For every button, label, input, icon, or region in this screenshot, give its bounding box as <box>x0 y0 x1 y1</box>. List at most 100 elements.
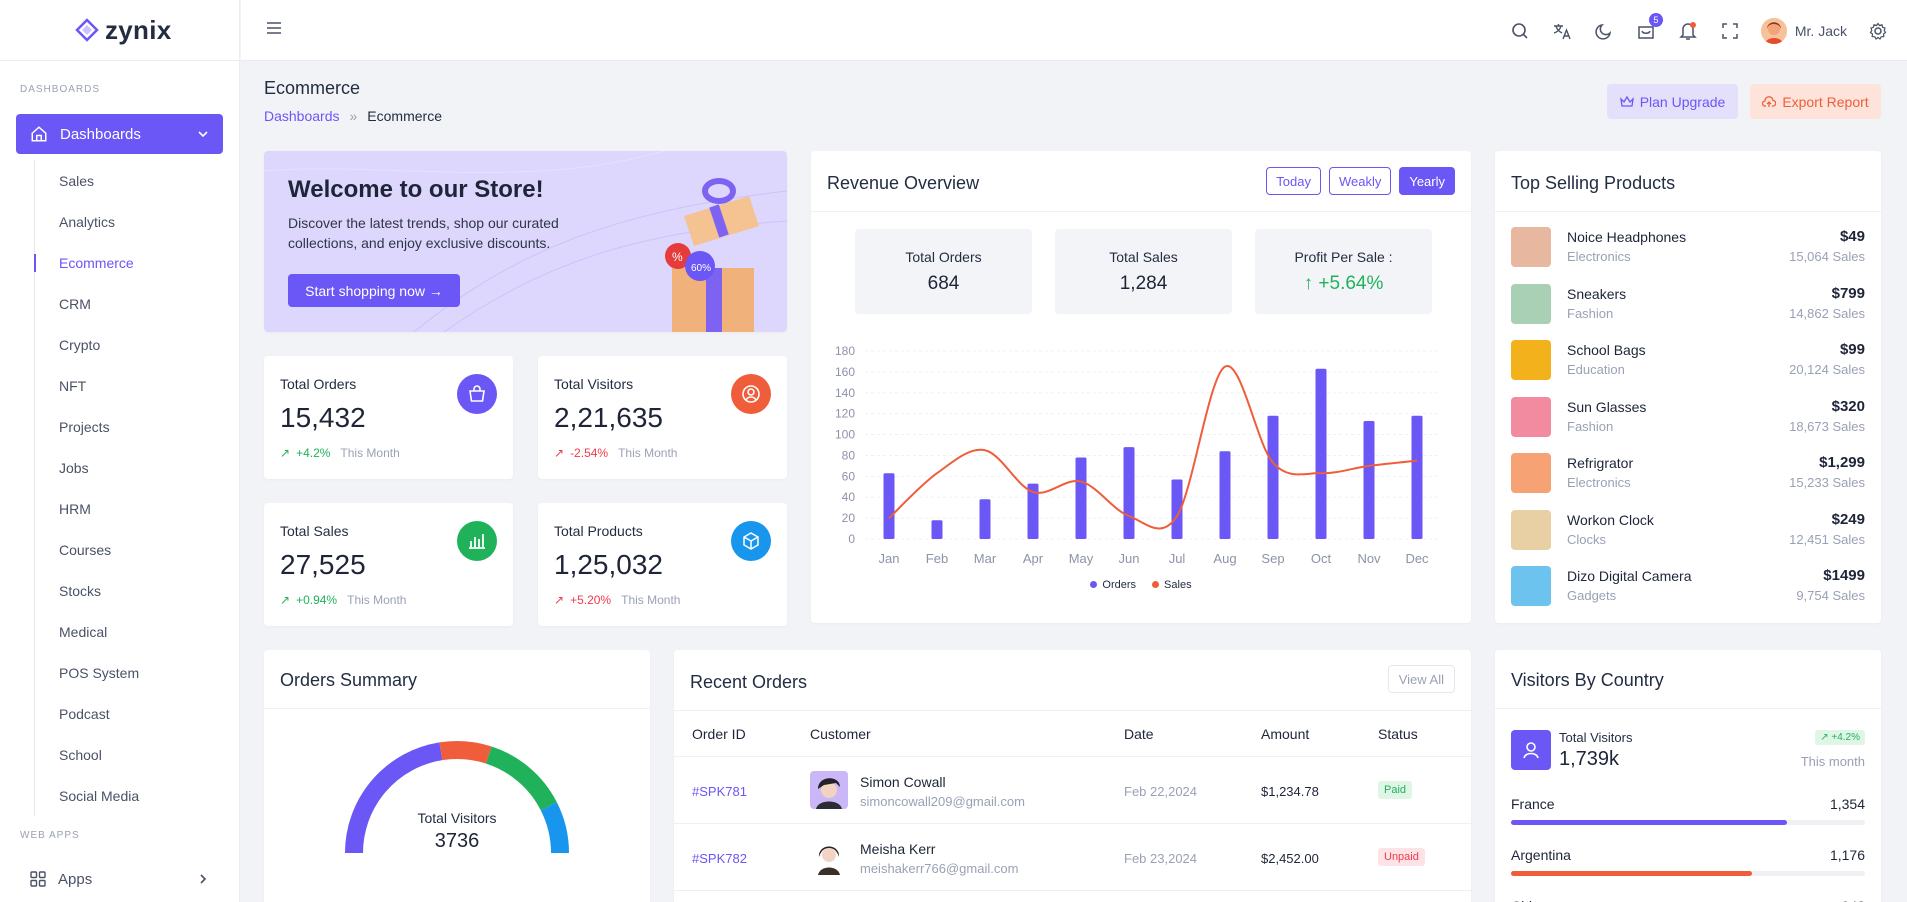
product-price: $49 <box>1839 228 1865 245</box>
stat-label: Total Products <box>554 523 643 539</box>
sidebar-item-courses[interactable]: Courses <box>59 541 112 558</box>
col-date[interactable]: Date <box>1124 726 1154 742</box>
sidebar-item-crypto[interactable]: Crypto <box>59 336 101 353</box>
stat-change-value: +4.2% <box>296 446 331 460</box>
country-progress <box>1511 871 1865 876</box>
recent-orders-title: Recent Orders <box>690 672 808 692</box>
revenue-title: Revenue Overview <box>827 173 980 193</box>
list-item[interactable]: Sun Glasses Fashion $320 18,673 Sales <box>1511 395 1865 437</box>
col-order-id[interactable]: Order ID <box>692 726 746 742</box>
x-tick-label: Nov <box>1357 551 1381 566</box>
sidebar-item-pos-system[interactable]: POS System <box>59 664 140 681</box>
sidebar-item-crm[interactable]: CRM <box>59 295 91 312</box>
product-category: Electronics <box>1567 249 1631 264</box>
sidebar-item-stocks[interactable]: Stocks <box>59 582 102 599</box>
sidebar-item-medical[interactable]: Medical <box>59 623 108 640</box>
user-menu[interactable]: Mr. Jack <box>1760 18 1847 44</box>
bar-orders <box>1363 420 1375 539</box>
page-title: Ecommerce <box>264 78 361 98</box>
sidebar-item-school[interactable]: School <box>59 746 102 763</box>
sidebar-item-projects[interactable]: Projects <box>59 418 110 435</box>
sidebar-item-analytics[interactable]: Analytics <box>59 213 116 230</box>
stat-label: Total Orders <box>280 376 357 392</box>
search-icon[interactable] <box>1509 20 1531 42</box>
sidebar-item-apps-label: Apps <box>58 870 93 888</box>
product-sales: 15,064 Sales <box>1789 249 1865 264</box>
list-item[interactable]: School Bags Education $99 20,124 Sales <box>1511 338 1865 380</box>
grid-icon <box>30 871 46 887</box>
sidebar-item-dashboards[interactable]: Dashboards <box>16 114 223 154</box>
x-tick-label: Oct <box>1311 551 1332 566</box>
customer-name: Simon Cowall <box>860 774 946 790</box>
filter-today-button[interactable]: Today <box>1266 167 1321 195</box>
brand-logo[interactable]: zynix <box>0 0 239 61</box>
filter-weekly-button[interactable]: Weakly <box>1328 167 1392 195</box>
y-tick-label: 100 <box>835 428 855 442</box>
product-price: $320 <box>1831 397 1865 415</box>
y-tick-label: 160 <box>835 365 855 379</box>
list-item[interactable]: Workon Clock Clocks $249 12,451 Sales <box>1511 508 1865 550</box>
stat-value: 2,21,635 <box>554 402 663 433</box>
order-id-link[interactable]: #SPK782 <box>692 851 747 866</box>
x-tick-label: Aug <box>1213 551 1236 566</box>
sidebar-item-apps[interactable]: Apps <box>16 862 223 896</box>
settings-gear-icon[interactable] <box>1867 20 1889 42</box>
y-tick-label: 20 <box>842 511 856 525</box>
logo-icon <box>75 18 99 42</box>
chart-legend: Orders Sales <box>811 579 1471 591</box>
translate-icon[interactable] <box>1551 20 1573 42</box>
x-tick-label: Jan <box>879 551 900 566</box>
x-tick-label: Sep <box>1261 551 1284 566</box>
revenue-chart: 0 20 40 60 80 100 120 140 160 180 Jan Feb Mar Apr May J… <box>835 344 1441 566</box>
fullscreen-icon[interactable] <box>1719 20 1741 42</box>
list-item[interactable]: Dizo Digital Camera Gadgets $1499 9,754 Sal… <box>1511 564 1865 606</box>
bar-chart-icon <box>457 521 497 561</box>
cart-icon[interactable]: 5 <box>1635 13 1663 42</box>
list-item[interactable]: Noice Headphones Electronics $49 15,064 Sal… <box>1511 225 1865 267</box>
stat-total-products: Total Products 1,25,032 ↗ +5.20% This Mont… <box>538 503 787 626</box>
product-thumbnail <box>1511 453 1551 493</box>
col-amount[interactable]: Amount <box>1261 726 1310 742</box>
visitors-by-country-card: Visitors By Country Total Visitors 1,739… <box>1495 650 1881 902</box>
sidebar-item-sales[interactable]: Sales <box>59 172 95 189</box>
filter-yearly-button[interactable]: Yearly <box>1399 167 1455 195</box>
export-report-button[interactable]: Export Report <box>1750 84 1881 119</box>
col-customer[interactable]: Customer <box>810 726 871 742</box>
orders-summary-card: Orders Summary Total Visitors 3736 <box>264 650 650 902</box>
legend-sales[interactable]: Sales <box>1152 579 1192 591</box>
sidebar: zynix DASHBOARDS Dashboards Sales Analyt… <box>0 0 240 902</box>
sidebar-item-ecommerce[interactable]: Ecommerce <box>34 242 224 283</box>
breadcrumb-dashboards-link[interactable]: Dashboards <box>264 108 340 124</box>
legend-orders[interactable]: Orders <box>1090 579 1136 591</box>
sidebar-item-nft[interactable]: NFT <box>59 377 87 394</box>
order-amount: $1,234.78 <box>1261 784 1319 799</box>
y-tick-label: 80 <box>842 448 856 462</box>
plan-upgrade-button[interactable]: Plan Upgrade <box>1607 84 1738 119</box>
gauge-segment <box>540 802 569 854</box>
sidebar-item-social-media[interactable]: Social Media <box>59 787 140 804</box>
x-tick-label: Apr <box>1023 551 1044 566</box>
country-progress-fill <box>1511 871 1752 876</box>
sidebar-item-hrm[interactable]: HRM <box>59 500 91 517</box>
order-id-link[interactable]: #SPK781 <box>692 784 747 799</box>
list-item[interactable]: Sneakers Fashion $799 14,862 Sales <box>1511 282 1865 324</box>
summary-profit-per-sale: Profit Per Sale : ↑ +5.64% <box>1255 229 1432 314</box>
breadcrumb: Dashboards » Ecommerce <box>264 108 442 124</box>
sidebar-item-jobs[interactable]: Jobs <box>59 459 89 476</box>
start-shopping-button[interactable]: Start shopping now → <box>288 274 460 307</box>
menu-toggle-icon[interactable] <box>265 20 283 36</box>
stat-period: This Month <box>618 446 678 460</box>
list-item[interactable]: Refrigrator Electronics $1,299 15,233 Sales <box>1511 451 1865 493</box>
product-category: Electronics <box>1567 475 1631 490</box>
product-thumbnail <box>1511 340 1551 380</box>
country-progress <box>1511 820 1865 825</box>
avatar <box>810 837 848 875</box>
view-all-button[interactable]: View All <box>1387 665 1455 693</box>
notification-bell-icon[interactable] <box>1677 20 1699 42</box>
col-status[interactable]: Status <box>1378 726 1418 742</box>
product-thumbnail <box>1511 227 1551 267</box>
bar-orders <box>1315 368 1327 539</box>
sidebar-item-podcast[interactable]: Podcast <box>59 705 110 722</box>
svg-text:%: % <box>672 250 683 264</box>
dark-mode-moon-icon[interactable] <box>1593 20 1615 42</box>
